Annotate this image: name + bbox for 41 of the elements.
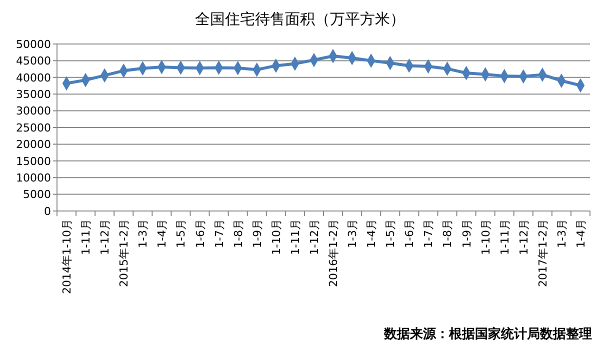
- x-tick-label: 1-4月: [156, 219, 169, 248]
- x-tick-label: 1-12月: [98, 219, 112, 255]
- x-tick-label: 1-6月: [194, 219, 207, 248]
- y-tick-label: 10000: [16, 171, 51, 184]
- y-tick-label: 50000: [16, 38, 51, 51]
- x-tick-label: 1-5月: [174, 219, 188, 248]
- y-tick-label: 35000: [16, 88, 51, 101]
- y-tick-label: 5000: [23, 188, 51, 202]
- y-tick-label: 30000: [16, 104, 51, 118]
- x-tick-label: 1-11月: [80, 219, 93, 255]
- source-note: 数据来源：根据国家统计局数据整理: [383, 326, 592, 342]
- chart-title: 全国住宅待售面积（万平方米）: [195, 10, 405, 28]
- x-tick-label: 1-12月: [308, 219, 321, 255]
- x-tick-label: 2016年1-2月: [327, 219, 340, 287]
- x-tick-label: 1-7月: [422, 219, 436, 248]
- x-tick-label: 1-11月: [498, 219, 512, 255]
- y-tick-label: 40000: [16, 71, 51, 84]
- x-tick-label: 1-6月: [403, 219, 416, 248]
- x-tick-label: 1-4月: [574, 219, 588, 248]
- y-tick-label: 15000: [16, 154, 51, 168]
- x-tick-label: 2014年1-10月: [60, 219, 74, 294]
- x-tick-label: 1-10月: [479, 219, 492, 255]
- x-tick-label: 1-8月: [232, 219, 245, 248]
- x-tick-label: 1-8月: [441, 219, 454, 248]
- y-tick-label: 20000: [16, 138, 51, 152]
- y-tick-label: 0: [44, 204, 51, 218]
- y-tick-label: 45000: [16, 54, 51, 68]
- x-tick-label: 1-9月: [460, 219, 474, 248]
- x-tick-label: 1-3月: [555, 219, 568, 248]
- x-tick-label: 1-5月: [384, 219, 398, 248]
- x-tick-label: 1-4月: [365, 219, 378, 248]
- x-tick-label: 1-3月: [346, 219, 360, 248]
- x-tick-label: 2015年1-2月: [118, 219, 131, 287]
- x-tick-label: 1-10月: [270, 219, 283, 255]
- y-tick-label: 25000: [16, 121, 51, 134]
- x-tick-label: 1-11月: [288, 219, 302, 255]
- x-tick-label: 2017年1-2月: [536, 219, 550, 287]
- x-tick-label: 1-3月: [136, 219, 150, 248]
- x-tick-label: 1-7月: [212, 219, 226, 248]
- x-tick-label: 1-12月: [517, 219, 530, 255]
- x-tick-label: 1-9月: [250, 219, 264, 248]
